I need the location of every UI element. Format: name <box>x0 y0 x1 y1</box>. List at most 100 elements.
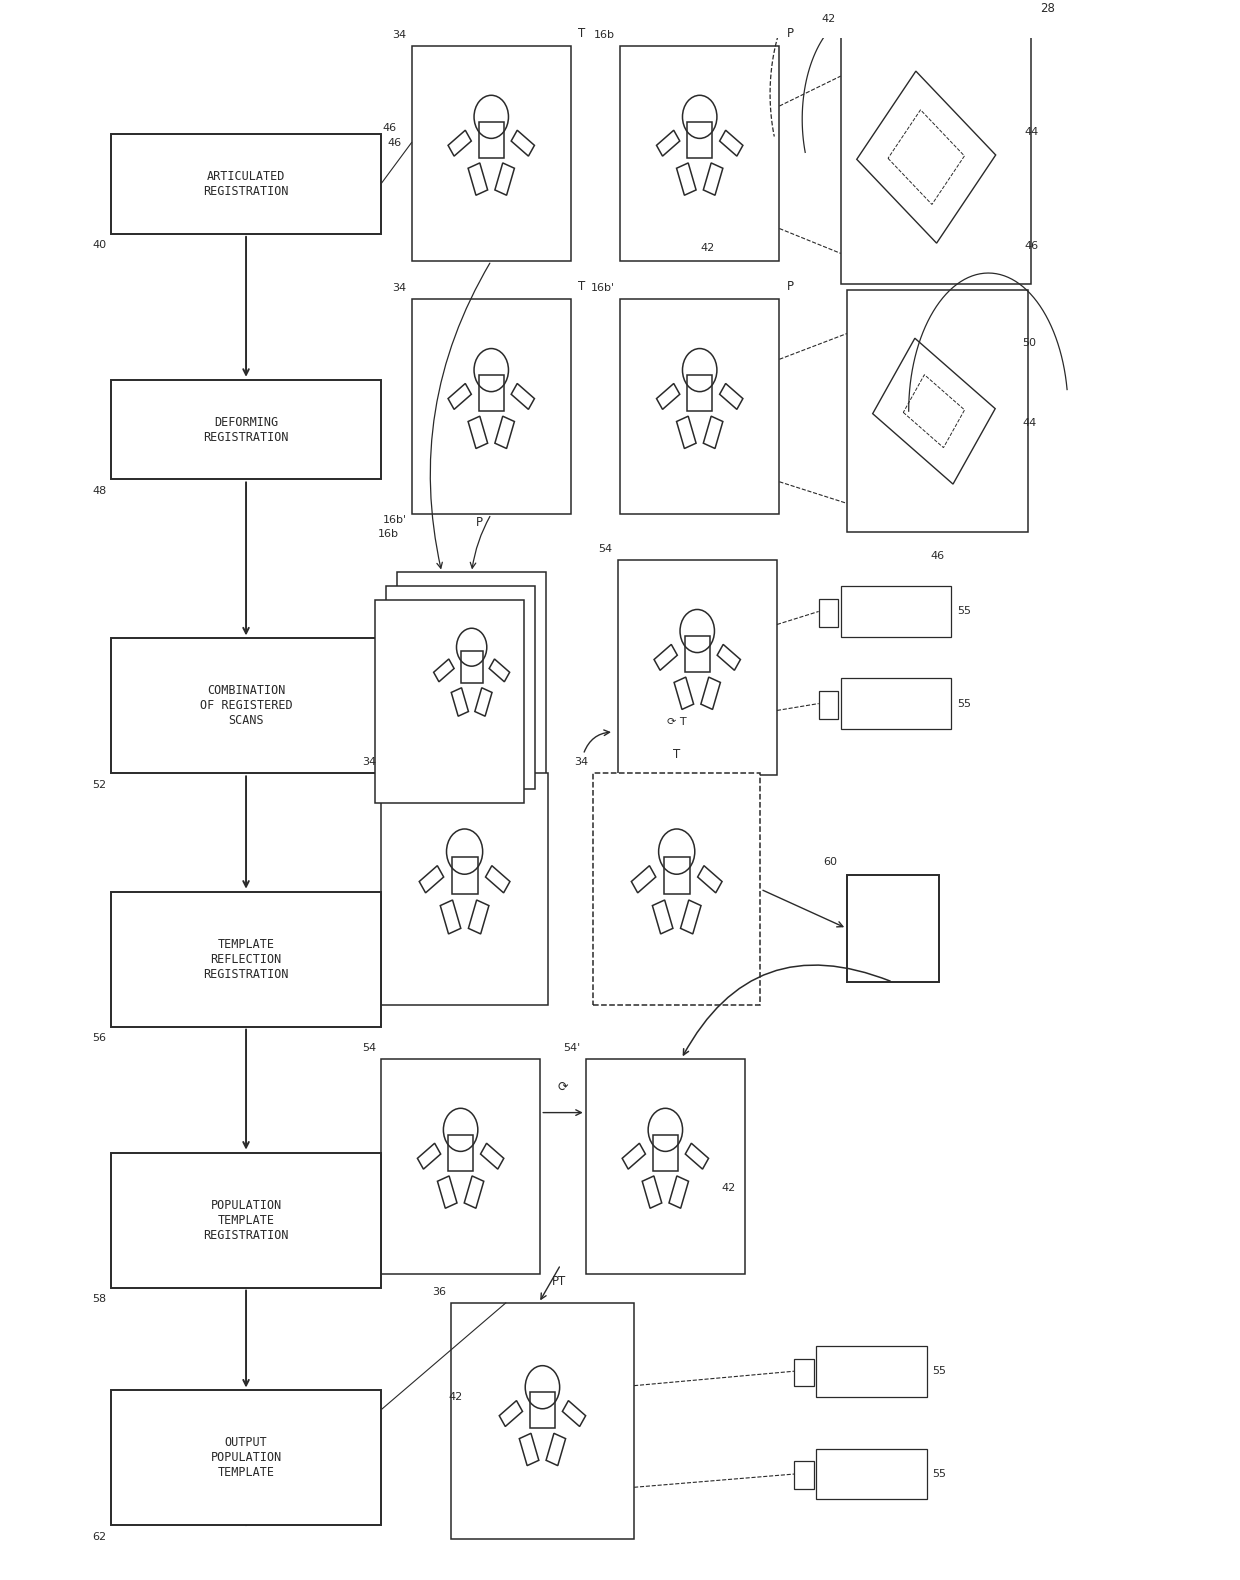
Bar <box>112 379 381 479</box>
Text: 55: 55 <box>932 1469 946 1479</box>
Bar <box>464 1176 484 1209</box>
Bar <box>653 645 677 670</box>
Bar <box>563 1400 585 1427</box>
Bar <box>386 586 536 788</box>
Bar <box>469 901 489 934</box>
Bar <box>703 163 723 196</box>
Bar <box>620 46 780 261</box>
Bar <box>511 130 534 156</box>
Bar <box>719 130 743 156</box>
Text: 36: 36 <box>432 1286 446 1297</box>
Bar <box>794 1462 813 1490</box>
Bar <box>703 416 723 449</box>
Bar <box>451 687 469 716</box>
Text: 48: 48 <box>92 485 107 496</box>
Bar <box>684 635 709 672</box>
Bar <box>841 678 951 728</box>
Text: 44: 44 <box>1024 126 1039 137</box>
Text: 58: 58 <box>92 1294 107 1304</box>
Bar <box>663 856 689 894</box>
Bar <box>620 299 780 514</box>
Bar <box>112 891 381 1027</box>
Bar <box>434 659 454 683</box>
Bar <box>652 901 673 934</box>
Text: 34: 34 <box>393 30 407 40</box>
Bar <box>374 600 525 803</box>
Bar <box>448 384 471 409</box>
Text: 60: 60 <box>823 856 837 867</box>
Bar <box>412 46 570 261</box>
Bar <box>794 1359 813 1386</box>
Bar <box>677 416 696 449</box>
Text: 16b': 16b' <box>591 283 615 292</box>
Text: T: T <box>578 280 585 292</box>
Bar <box>686 1144 708 1169</box>
Text: 42: 42 <box>449 1392 463 1403</box>
Bar <box>816 1346 926 1397</box>
Bar <box>818 599 838 627</box>
Bar <box>642 1176 662 1209</box>
Bar <box>687 122 712 158</box>
Text: 46: 46 <box>388 137 402 147</box>
Text: 34: 34 <box>362 757 376 766</box>
Text: POPULATION
TEMPLATE
REGISTRATION: POPULATION TEMPLATE REGISTRATION <box>203 1199 289 1242</box>
Bar <box>112 134 381 234</box>
Bar <box>719 384 743 409</box>
Bar <box>847 289 1028 532</box>
Bar <box>841 586 951 637</box>
Text: COMBINATION
OF REGISTERED
SCANS: COMBINATION OF REGISTERED SCANS <box>200 684 293 727</box>
Text: 42: 42 <box>701 243 714 253</box>
Text: 55: 55 <box>932 1367 946 1376</box>
Bar <box>418 1144 440 1169</box>
Text: PT: PT <box>552 1275 565 1288</box>
Bar <box>681 901 701 934</box>
Text: 16b: 16b <box>594 30 615 40</box>
Text: 40: 40 <box>92 240 107 250</box>
Text: 62: 62 <box>92 1531 107 1542</box>
Bar <box>448 1134 472 1171</box>
Text: P: P <box>786 280 794 292</box>
Bar <box>585 1059 745 1273</box>
Bar <box>701 678 720 709</box>
Bar <box>618 559 777 774</box>
Text: P: P <box>786 27 794 40</box>
Text: 44: 44 <box>1022 419 1037 428</box>
Bar <box>717 645 740 670</box>
Text: 46: 46 <box>1024 240 1039 251</box>
Bar <box>631 866 656 893</box>
Text: 54': 54' <box>563 1043 580 1052</box>
Bar <box>475 687 492 716</box>
Bar <box>520 1433 539 1466</box>
Text: ARTICULATED
REGISTRATION: ARTICULATED REGISTRATION <box>203 171 289 198</box>
Bar <box>469 416 487 449</box>
Bar <box>687 374 712 411</box>
Bar <box>818 690 838 719</box>
Bar <box>469 163 487 196</box>
Bar <box>888 111 965 204</box>
Bar <box>670 1176 688 1209</box>
Bar <box>397 572 547 774</box>
Text: 42: 42 <box>822 14 836 24</box>
Bar <box>873 338 996 483</box>
Bar <box>112 1390 381 1525</box>
Bar <box>656 384 680 409</box>
Text: 28: 28 <box>1040 2 1055 16</box>
Bar <box>481 1144 503 1169</box>
Text: 34: 34 <box>574 757 588 766</box>
Text: 55: 55 <box>957 698 971 708</box>
Text: ⟳: ⟳ <box>558 1081 568 1095</box>
Bar <box>546 1433 565 1466</box>
Bar <box>847 875 939 983</box>
Bar <box>440 901 461 934</box>
Text: P: P <box>476 517 482 529</box>
Text: T: T <box>578 27 585 40</box>
Bar <box>656 130 680 156</box>
Text: T: T <box>461 747 469 762</box>
Bar <box>479 374 503 411</box>
Bar <box>412 299 570 514</box>
Bar <box>451 1304 634 1539</box>
Text: ⟳ T: ⟳ T <box>667 717 687 727</box>
Text: TEMPLATE
REFLECTION
REGISTRATION: TEMPLATE REFLECTION REGISTRATION <box>203 937 289 981</box>
Bar <box>451 856 477 894</box>
Bar <box>495 416 515 449</box>
